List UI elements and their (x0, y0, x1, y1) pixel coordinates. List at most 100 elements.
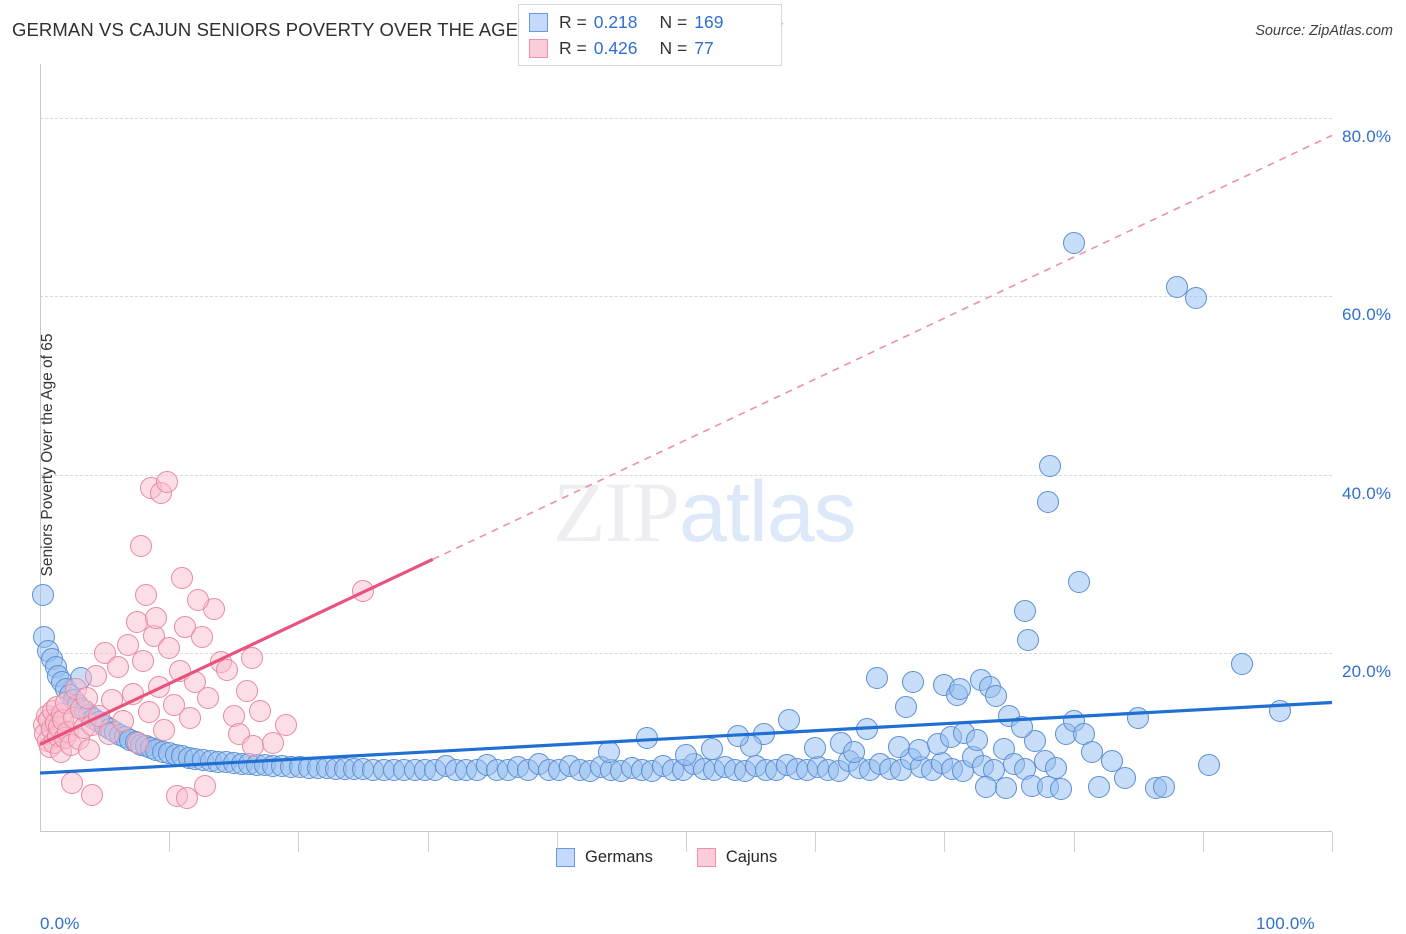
y-axis-label: 60.0% (1342, 305, 1392, 325)
scatter-point-pink (240, 646, 263, 669)
legend-item-germans[interactable]: Germans (556, 848, 653, 867)
stats-n-label-cajuns: N = (659, 37, 688, 58)
scatter-point-blue (700, 737, 723, 760)
scatter-point-blue (1230, 653, 1253, 676)
scatter-point-blue (1049, 778, 1072, 801)
scatter-point-blue (778, 708, 801, 731)
scatter-point-pink (84, 664, 107, 687)
scatter-point-blue (1039, 454, 1062, 477)
scatter-point-blue (965, 729, 988, 751)
scatter-point-blue (1114, 767, 1137, 790)
scatter-point-blue (1062, 231, 1085, 254)
trend-line-cajuns-dashed (432, 134, 1333, 561)
scatter-point-pink (261, 731, 284, 754)
scatter-point-blue (1198, 754, 1221, 776)
stats-n-value-cajuns: 77 (694, 37, 714, 58)
scatter-point-blue (1153, 776, 1175, 799)
scatter-point-pink (78, 738, 101, 761)
x-axis-label-min: 0.0% (40, 914, 80, 933)
y-axis-line (40, 64, 41, 832)
scatter-point-blue (1080, 740, 1103, 763)
scatter-point-blue (1067, 571, 1090, 593)
stats-row-germans: R = 0.218 N = 169 (529, 9, 723, 35)
scatter-point-blue (1023, 729, 1046, 752)
x-axis-tick (1202, 832, 1204, 852)
scatter-point-pink (194, 774, 217, 797)
x-axis-tick (1073, 832, 1075, 852)
scatter-point-blue (974, 776, 997, 799)
scatter-point-pink (137, 701, 160, 724)
scatter-point-blue (1017, 629, 1040, 651)
scatter-point-blue (948, 678, 971, 701)
scatter-point-pink (163, 694, 186, 717)
scatter-point-blue (1013, 600, 1036, 623)
legend-swatch-cajuns (696, 848, 716, 867)
scatter-point-blue (1166, 276, 1188, 299)
scatter-point-blue (675, 744, 697, 767)
stats-row-cajuns: R = 0.426 N = 77 (529, 35, 714, 61)
stats-swatch-germans (529, 12, 548, 32)
stats-r-value-germans: 0.218 (593, 11, 638, 32)
scatter-point-pink (129, 535, 152, 558)
scatter-point-pink (134, 584, 157, 607)
scatter-point-pink (197, 687, 219, 709)
scatter-point-pink (178, 706, 201, 729)
scatter-point-blue (1185, 287, 1208, 309)
y-axis-label: 40.0% (1342, 483, 1392, 503)
scatter-point-blue (866, 667, 889, 690)
scatter-point-blue (1088, 776, 1111, 799)
legend-item-cajuns[interactable]: Cajuns (696, 848, 778, 867)
x-axis-tick (686, 832, 687, 852)
series-legend: Germans Cajuns (556, 848, 821, 867)
gridline (40, 117, 1332, 119)
stats-r-label-germans: R = (559, 11, 587, 32)
x-axis-tick (944, 832, 946, 852)
source-attribution: Source: ZipAtlas.com (1255, 23, 1393, 39)
stats-swatch-cajuns (529, 38, 548, 58)
trend-line-cajuns-solid (39, 557, 434, 746)
scatter-point-blue (902, 671, 925, 693)
x-axis-label-max: 100.0% (1256, 914, 1315, 933)
legend-label-cajuns: Cajuns (725, 848, 778, 866)
legend-label-germans: Germans (585, 848, 653, 866)
scatter-point-pink (80, 783, 103, 806)
scatter-point-pink (145, 606, 168, 629)
stats-r-label-cajuns: R = (559, 37, 587, 58)
scatter-point-pink (176, 787, 199, 810)
scatter-point-pink (75, 687, 98, 709)
x-axis-tick (169, 832, 171, 852)
scatter-point-pink (116, 633, 139, 656)
stats-n-value-germans: 169 (694, 11, 724, 32)
scatter-point-pink (235, 679, 258, 702)
scatter-point-blue (804, 737, 827, 760)
y-axis-label: 20.0% (1342, 662, 1392, 682)
correlation-stats-box: R = 0.218 N = 169 R = 0.426 N = 77 (518, 4, 782, 66)
trend-line-germans (39, 700, 1333, 775)
scatter-point-pink (190, 626, 213, 649)
scatter-point-blue (1036, 490, 1059, 513)
scatter-point-pink (186, 588, 209, 611)
scatter-point-blue (985, 685, 1008, 708)
legend-swatch-germans (556, 848, 575, 867)
x-axis-tick (556, 832, 558, 852)
scatter-point-pink (248, 699, 271, 722)
x-axis-tick (298, 832, 300, 852)
gridline (40, 296, 1332, 298)
scatter-point-pink (111, 710, 134, 733)
scatter-point-blue (1101, 749, 1124, 772)
scatter-point-pink (153, 719, 175, 742)
x-axis-line (40, 831, 1332, 832)
stats-r-value-cajuns: 0.426 (593, 37, 638, 58)
scatter-point-pink (127, 731, 150, 754)
stats-n-label-germans: N = (659, 11, 688, 32)
x-axis-tick (1332, 832, 1333, 852)
scatter-point-pink (274, 713, 297, 736)
trend-lines (39, 134, 1333, 775)
scatter-point-blue (894, 696, 917, 718)
scatter-point-pink (106, 655, 129, 678)
x-axis-tick (815, 832, 817, 852)
x-axis-tick (427, 832, 429, 852)
scatter-point-pink (132, 649, 155, 672)
scatter-point-pink (155, 470, 178, 493)
y-axis-label: 80.0% (1342, 126, 1392, 146)
